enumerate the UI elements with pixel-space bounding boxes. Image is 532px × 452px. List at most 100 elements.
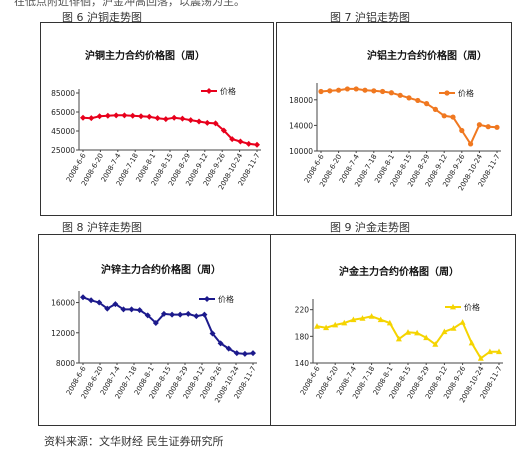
data-point-aluminum-11 <box>415 97 421 104</box>
data-point-copper-2 <box>96 113 103 120</box>
data-point-gold-8 <box>386 319 393 326</box>
data-point-copper-16 <box>212 120 219 127</box>
gold-chart-panel: 沪金主力合约价格图（周） 220 180 140 2008-6-6 2008-6-20 20… <box>270 234 516 426</box>
data-point-gold-2 <box>332 321 339 328</box>
data-point-aluminum-13 <box>432 106 438 112</box>
y-tick-label-copper-0: 85000 <box>51 89 75 98</box>
data-point-copper-9 <box>154 115 161 122</box>
data-point-aluminum-2 <box>336 87 342 93</box>
data-point-zinc-3 <box>104 305 111 312</box>
data-point-zinc-9 <box>152 319 159 326</box>
data-point-aluminum-12 <box>424 101 430 107</box>
data-point-zinc-15 <box>201 311 208 318</box>
caption-zinc: 图 8 沪锌走势图 <box>62 221 142 234</box>
series-line-zinc <box>82 296 254 355</box>
data-point-zinc-14 <box>193 313 200 320</box>
data-point-aluminum-16 <box>459 127 465 134</box>
data-point-gold-4 <box>350 316 357 323</box>
data-point-copper-15 <box>204 119 211 126</box>
data-point-zinc-1 <box>88 297 95 304</box>
data-point-copper-11 <box>171 114 178 121</box>
legend-label-aluminum: 价格 <box>458 88 474 98</box>
data-point-zinc-20 <box>241 350 248 357</box>
caption-aluminum: 图 7 沪铝走势图 <box>330 11 410 24</box>
chart-title-copper: 沪铜主力合约价格图（周） <box>85 49 205 62</box>
y-tick-label-copper-2: 45000 <box>51 127 75 136</box>
y-tick-label-copper-3: 25000 <box>51 146 75 155</box>
data-point-gold-20 <box>496 348 502 355</box>
data-point-aluminum-3 <box>344 86 350 92</box>
gold-chart: 沪金主力合约价格图（周）2201801402008-6-62008-6-2020… <box>295 265 504 404</box>
aluminum-chart-panel: 沪铝主力合约价格图（周） 18000 14000 10000 2008-6-6 2008-… <box>276 22 512 216</box>
aluminum-chart: 沪铝主力合约价格图（周）1800014000100002008-6-62008-… <box>289 49 502 192</box>
data-point-zinc-6 <box>128 306 135 313</box>
data-point-aluminum-14 <box>441 113 447 119</box>
data-point-copper-10 <box>162 116 169 123</box>
data-point-aluminum-0 <box>318 88 324 95</box>
data-point-zinc-19 <box>233 350 240 357</box>
data-point-gold-11 <box>414 329 421 336</box>
data-point-gold-1 <box>323 324 330 331</box>
caption-gold: 图 9 沪金走势图 <box>330 221 410 234</box>
y-tick-label-aluminum-1: 14000 <box>289 121 313 130</box>
data-point-zinc-18 <box>225 345 232 352</box>
data-point-aluminum-18 <box>476 122 482 128</box>
data-point-copper-7 <box>138 113 144 120</box>
data-point-aluminum-9 <box>397 92 403 98</box>
data-point-zinc-0 <box>80 294 86 301</box>
y-tick-label-copper-1: 65000 <box>51 108 75 117</box>
data-point-copper-18 <box>229 136 236 143</box>
y-tick-label-zinc-2: 8000 <box>56 359 75 368</box>
data-point-gold-12 <box>423 334 430 341</box>
data-point-copper-8 <box>146 113 153 120</box>
data-point-copper-5 <box>121 112 128 119</box>
legend-marker-zinc <box>204 296 210 302</box>
y-tick-label-zinc-0: 16000 <box>51 299 75 308</box>
y-tick-label-gold-2: 140 <box>295 359 310 368</box>
data-point-gold-7 <box>377 316 384 323</box>
series-line-copper <box>82 114 258 146</box>
data-point-zinc-10 <box>160 310 167 317</box>
source-note: 资料来源：文华财经 民生证券研究所 <box>44 435 224 448</box>
legend-label-gold: 价格 <box>464 302 480 312</box>
legend-label-copper: 价格 <box>220 86 236 96</box>
data-point-copper-19 <box>237 138 244 145</box>
y-tick-label-aluminum-2: 10000 <box>289 147 313 156</box>
data-point-gold-17 <box>468 339 475 346</box>
data-point-copper-13 <box>187 117 194 124</box>
data-point-copper-1 <box>88 115 95 122</box>
data-point-aluminum-15 <box>450 114 456 120</box>
data-point-zinc-21 <box>250 350 256 357</box>
data-point-aluminum-4 <box>353 86 359 92</box>
data-point-zinc-17 <box>217 340 224 347</box>
data-point-gold-9 <box>395 335 402 342</box>
data-point-copper-0 <box>80 114 86 121</box>
legend-marker-gold <box>450 303 456 310</box>
caption-copper: 图 6 沪铜走势图 <box>62 11 142 24</box>
legend-marker-aluminum <box>444 90 450 96</box>
top-text: 在低点附近徘徊，沪金冲高回落，以震荡为主。 <box>14 0 245 8</box>
data-point-aluminum-5 <box>362 87 368 93</box>
y-tick-label-gold-1: 180 <box>295 332 310 341</box>
data-point-copper-20 <box>245 140 252 147</box>
data-point-aluminum-10 <box>406 95 412 101</box>
data-point-zinc-5 <box>120 306 127 313</box>
data-point-zinc-4 <box>112 301 119 308</box>
chart-title-zinc: 沪锌主力合约价格图（周） <box>101 263 221 276</box>
zinc-chart: 沪锌主力合约价格图（周）160001200080002008-6-62008-6… <box>51 263 258 404</box>
data-point-gold-15 <box>450 325 457 331</box>
data-point-gold-3 <box>341 319 348 326</box>
y-tick-label-gold-0: 220 <box>295 306 310 315</box>
data-point-gold-5 <box>359 315 366 321</box>
data-point-gold-19 <box>486 348 493 355</box>
data-point-copper-21 <box>254 141 260 148</box>
data-point-gold-14 <box>441 328 448 335</box>
chart-title-aluminum: 沪铝主力合约价格图（周） <box>367 49 487 62</box>
data-point-gold-13 <box>432 341 439 347</box>
copper-chart-panel: 沪铜主力合约价格图（周） 85000 65000 45000 25000 2008-6-6… <box>40 22 274 216</box>
data-point-copper-6 <box>129 112 136 119</box>
data-point-gold-16 <box>459 319 466 325</box>
data-point-aluminum-7 <box>380 88 386 95</box>
data-point-zinc-2 <box>96 299 103 306</box>
data-point-copper-4 <box>113 112 120 119</box>
